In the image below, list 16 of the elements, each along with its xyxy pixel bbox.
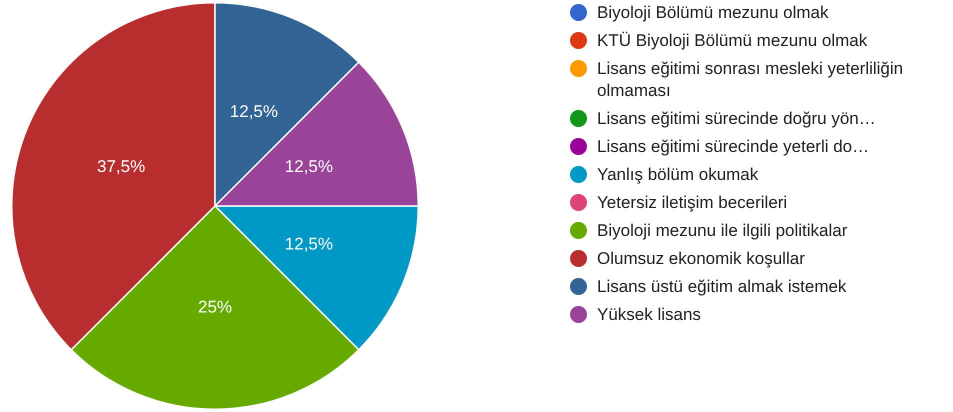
data-label: 12,5% bbox=[284, 234, 333, 254]
legend-label: Lisans eğitimi sürecinde yeterli do… bbox=[597, 136, 870, 158]
legend-label: Lisans eğitimi sonrası mesleki yeterliliğin olmaması bbox=[597, 58, 904, 102]
legend-label: Yanlış bölüm okumak bbox=[597, 164, 760, 186]
legend-label: Lisans eğitimi sürecinde doğru yön… bbox=[597, 108, 877, 130]
legend-label: Biyoloji Bölümü mezunu olmak bbox=[597, 2, 830, 24]
legend-label: Yüksek lisans bbox=[597, 304, 702, 326]
legend-label: Yetersiz iletişim becerileri bbox=[597, 192, 788, 214]
legend-label: Olumsuz ekonomik koşullar bbox=[597, 248, 806, 270]
data-label: 12,5% bbox=[284, 156, 333, 176]
legend-label: Biyoloji mezunu ile ilgili politikalar bbox=[597, 220, 848, 242]
legend-label: Lisans üstü eğitim almak istemek bbox=[597, 276, 848, 298]
data-label: 25% bbox=[198, 297, 232, 316]
legend-label: KTÜ Biyoloji Bölümü mezunu olmak bbox=[597, 30, 868, 52]
data-label: 37,5% bbox=[97, 156, 146, 176]
data-label: 12,5% bbox=[230, 102, 278, 121]
